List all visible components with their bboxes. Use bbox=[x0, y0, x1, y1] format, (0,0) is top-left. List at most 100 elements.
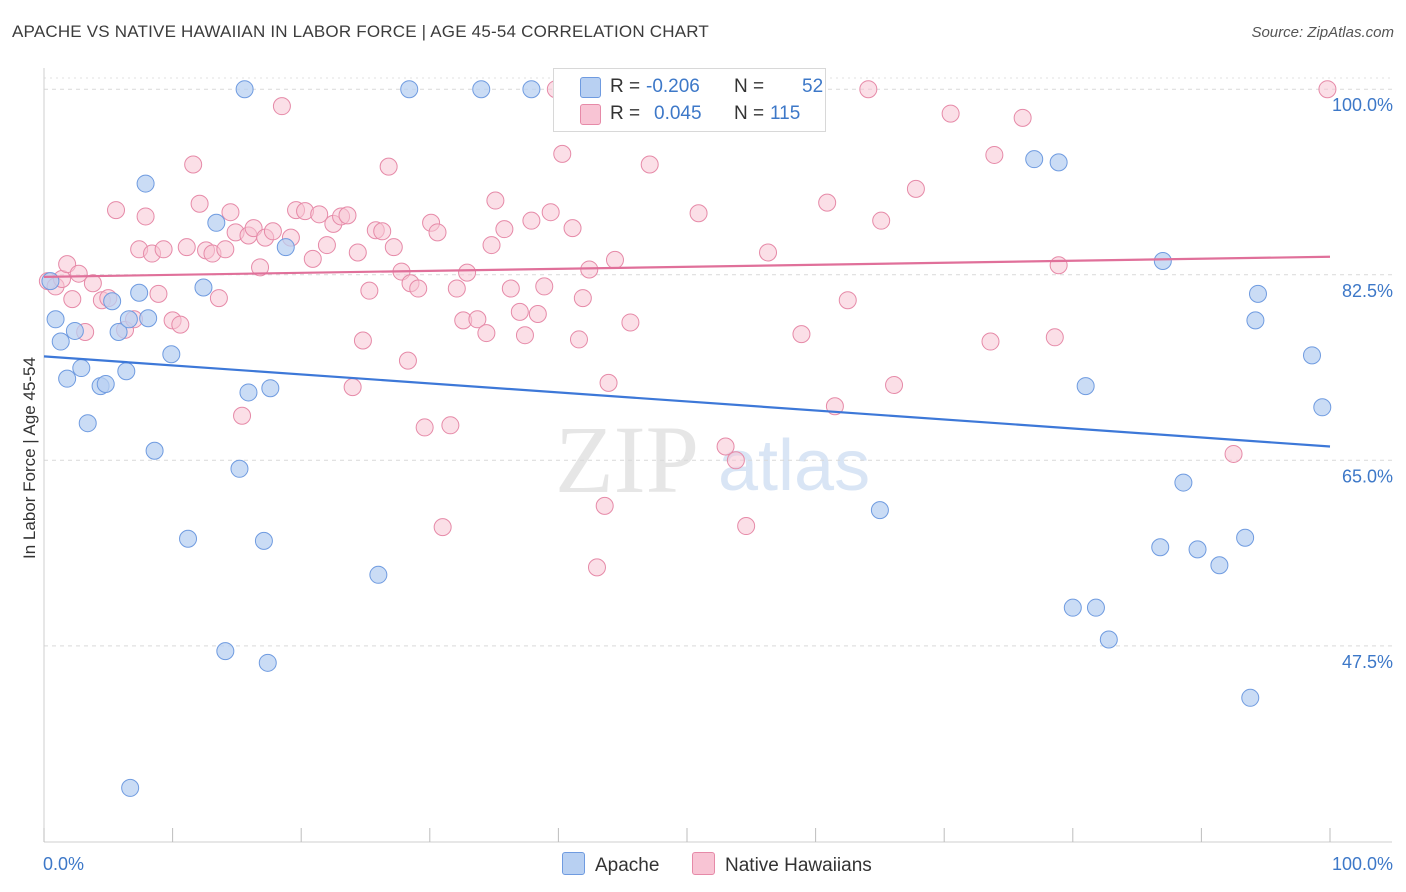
native-hawaiian-point bbox=[415, 418, 434, 437]
native-hawaiian-point bbox=[689, 204, 708, 223]
native-hawaiian-point bbox=[379, 157, 398, 176]
apache-point bbox=[179, 529, 198, 548]
apache-point bbox=[1086, 598, 1105, 617]
native-hawaiian-point bbox=[605, 250, 624, 269]
native-hawaiians-legend-swatch bbox=[692, 852, 715, 875]
native-hawaiian-point bbox=[569, 330, 588, 349]
apache-point bbox=[1063, 598, 1082, 617]
apache-point bbox=[1236, 528, 1255, 547]
native-hawaiian-point bbox=[233, 406, 252, 425]
apache-point bbox=[194, 278, 213, 297]
apache-point bbox=[103, 292, 122, 311]
bottom-legend-apache[interactable]: Apache bbox=[562, 852, 659, 877]
native-hawaiian-point bbox=[428, 223, 447, 242]
apache-point bbox=[46, 310, 65, 329]
watermark-atlas: atlas bbox=[718, 426, 870, 506]
native-hawaiian-point bbox=[216, 240, 235, 259]
bottom-legend-native-hawaiians[interactable]: Native Hawaiians bbox=[692, 852, 872, 877]
apache-point bbox=[72, 359, 91, 378]
apache-point bbox=[1313, 398, 1332, 417]
apache-trend-line bbox=[43, 355, 1331, 448]
native-hawaiian-point bbox=[1318, 80, 1337, 99]
native-hawaiian-point bbox=[495, 220, 514, 239]
native-hawaiian-point bbox=[1224, 444, 1243, 463]
native-hawaiians-trend-line bbox=[43, 255, 1331, 278]
native-hawaiian-point bbox=[303, 249, 322, 268]
native-hawaiian-point bbox=[599, 373, 618, 392]
y-tick-label: 47.5% bbox=[1342, 652, 1393, 672]
native-hawaiian-point bbox=[528, 304, 547, 323]
native-hawaiian-point bbox=[1045, 328, 1064, 347]
apache-point bbox=[51, 332, 70, 351]
apache-point bbox=[1241, 688, 1260, 707]
native-hawaiian-point bbox=[447, 279, 466, 298]
apache-point bbox=[139, 309, 158, 328]
tick-labels: 47.5% 65.0% 82.5% 100.0% 0.0% 100.0% bbox=[43, 95, 1393, 874]
native-hawaiian-point bbox=[563, 219, 582, 238]
native-hawaiian-point bbox=[573, 289, 592, 308]
native-hawaiian-point bbox=[587, 558, 606, 577]
legend-n-label: N = bbox=[734, 76, 765, 97]
apache-point bbox=[96, 374, 115, 393]
native-hawaiian-point bbox=[184, 155, 203, 174]
apache-point bbox=[130, 283, 149, 302]
native-hawaiian-point bbox=[244, 219, 263, 238]
native-hawaiian-point bbox=[384, 238, 403, 257]
native-hawaiian-point bbox=[338, 206, 357, 225]
native-hawaiians-legend-label: Native Hawaiians bbox=[725, 855, 872, 876]
apache-point bbox=[65, 321, 84, 340]
native-hawaiian-point bbox=[373, 222, 392, 241]
apache-point bbox=[1076, 377, 1095, 396]
apache-point bbox=[1174, 473, 1193, 492]
apache-point bbox=[230, 459, 249, 478]
native-hawaiian-point bbox=[640, 155, 659, 174]
native-hawaiian-point bbox=[83, 274, 102, 293]
native-hawaiian-point bbox=[737, 517, 756, 536]
native-hawaiian-point bbox=[317, 236, 336, 255]
native-hawaiian-point bbox=[859, 80, 878, 99]
apache-point bbox=[369, 565, 388, 584]
native-hawaiian-point bbox=[792, 325, 811, 344]
native-hawaiian-point bbox=[621, 313, 640, 332]
native-hawaiian-point bbox=[398, 351, 417, 370]
native-hawaiian-point bbox=[486, 191, 505, 210]
native-hawaiian-point bbox=[906, 179, 925, 198]
apache-point bbox=[58, 369, 77, 388]
native-hawaiian-point bbox=[221, 203, 240, 222]
native-hawaiian-point bbox=[510, 302, 529, 321]
source-label: Source: ZipAtlas.com bbox=[1251, 24, 1394, 41]
native-hawaiian-point bbox=[171, 315, 190, 334]
legend-r-label: R = bbox=[610, 103, 641, 124]
apache-point bbox=[41, 272, 60, 291]
x-tick-label-max: 100.0% bbox=[1332, 854, 1393, 874]
stats-legend: R = -0.206 N = 52 R = 0.045 N = 115 bbox=[553, 68, 826, 132]
native-hawaiian-point bbox=[63, 290, 82, 309]
native-hawaiian-point bbox=[515, 326, 534, 345]
native-hawaiian-point bbox=[541, 203, 560, 222]
apache-point bbox=[119, 310, 138, 329]
native-hawaiian-point bbox=[759, 243, 778, 262]
apache-point bbox=[1153, 251, 1172, 270]
apache-point bbox=[1151, 538, 1170, 557]
native-hawaiian-point bbox=[149, 284, 168, 303]
native-hawaiian-point bbox=[433, 518, 452, 537]
native-hawaiian-point bbox=[468, 310, 487, 329]
native-hawaiian-point bbox=[1013, 108, 1032, 127]
y-tick-label: 100.0% bbox=[1332, 95, 1393, 115]
native-hawaiian-point bbox=[136, 207, 155, 226]
native-hawaiians-swatch bbox=[580, 104, 601, 125]
native-hawaiian-point bbox=[477, 324, 496, 343]
native-hawaiian-point bbox=[981, 332, 1000, 351]
native-hawaiian-point bbox=[343, 378, 362, 397]
native-hawaiian-point bbox=[535, 277, 554, 296]
native-hawaiian-point bbox=[985, 145, 1004, 164]
apache-point bbox=[1210, 556, 1229, 575]
native-hawaiian-point bbox=[409, 279, 428, 298]
native-hawaiian-point bbox=[177, 238, 196, 257]
native-hawaiian-point bbox=[482, 236, 501, 255]
apache-point bbox=[472, 80, 491, 99]
native-hawaiian-point bbox=[310, 205, 329, 224]
native-hawaiian-point bbox=[595, 496, 614, 515]
native-hawaiian-point bbox=[107, 201, 126, 220]
